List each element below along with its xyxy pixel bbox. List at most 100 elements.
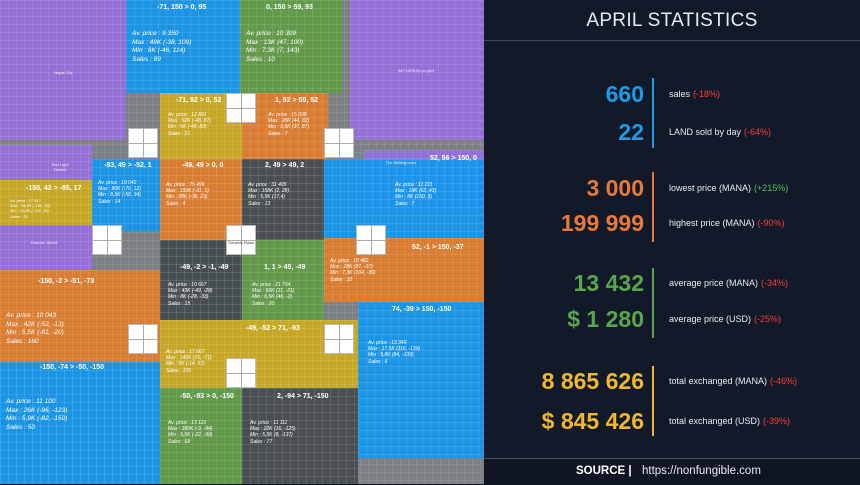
- zone-coord: 2, -94 > 71, -150: [277, 393, 329, 400]
- zone-avg-price: Av. price : 19 042: [98, 180, 137, 186]
- group-divider-green: [652, 268, 654, 338]
- stat-label: average price (USD) (-25%): [669, 314, 782, 324]
- stat-value: 199 999: [560, 210, 644, 236]
- district-label-redlight: Red Light District: [51, 162, 69, 172]
- zone-stats: Av. price : 15 008 Max : 28K (44, 82) Mi…: [268, 112, 309, 137]
- zone-sales: Sales : 13: [248, 200, 271, 207]
- zone-max-price: Max : 34,9K (-150, 39): [10, 203, 50, 209]
- zone-min-price: Min : 5,5K (-22, -99): [168, 432, 213, 439]
- zone-min-price: Min : 10,8K (-145, 29): [10, 208, 49, 214]
- zone-avg-price: Av. price : 12 891: [168, 112, 207, 118]
- zone-max-price: Max : 22K (16, -125): [250, 426, 296, 433]
- zone-sales: Sales : 10: [246, 55, 275, 63]
- stat-value: $ 845 426: [541, 408, 644, 434]
- zone-max-price: Max : 26K (-96, -123): [6, 406, 68, 414]
- zone-sales: Sales : 15: [168, 300, 191, 307]
- zone-sales: Sales : 14: [98, 198, 121, 205]
- district-label-fashion: Fashion Street: [30, 240, 57, 245]
- source-link[interactable]: https://nonfungible.com: [642, 465, 761, 477]
- stat-value: 3 000: [586, 175, 644, 201]
- zone-avg-price: Av. price : 11 211: [395, 182, 433, 188]
- zone-min-price: Min : 28K (-36, 23): [166, 194, 208, 201]
- zone-max-price: Max : 180K (-3, -94): [168, 426, 213, 433]
- stat-change: (-18%): [693, 89, 721, 99]
- zone-area-1: [240, 0, 342, 93]
- source-label: SOURCE |: [576, 465, 632, 477]
- zone-stats: Av. price : 10 043 Max : 42K (-52, -13) …: [6, 312, 64, 346]
- zone-stats: Av. price : 75 499 Max : 199K (-31, 1) M…: [166, 182, 209, 207]
- zone-coord: -150, -74 > -50, -150: [40, 364, 105, 371]
- zone-area-fashion: [0, 225, 92, 270]
- zone-avg-price: Av. price : 21 794: [252, 282, 291, 288]
- zone-avg-price: Av. price : 9 350: [132, 30, 179, 37]
- district-label-aetheria: AETHERIAN project: [397, 68, 434, 73]
- zone-stats: Av. price : 10 482 Max : 28K (87, -37) M…: [330, 258, 376, 283]
- zone-stats: Av. price : 10 667 Max : 43K (-49, -28) …: [168, 282, 212, 307]
- zone-avg-price: Av. price : 17 667: [166, 349, 205, 355]
- zone-area-7: [324, 159, 484, 238]
- zone-coord: -49, 49 > 0, 0: [182, 162, 224, 169]
- zone-avg-price: Av. price : 10 667: [168, 282, 207, 288]
- zone-stats: Av. price : 11 211 Max : 18K (62, 43) Mi…: [395, 182, 436, 207]
- zone-area-9: [324, 238, 484, 302]
- zone-area-vegas: [0, 0, 126, 140]
- zone-stats: Av. price : 31 405 Max : 158K (2, 28) Mi…: [248, 182, 289, 207]
- zone-coord: -71, 92 > 0, 52: [176, 97, 222, 104]
- zone-sales: Sales : 21: [168, 130, 191, 137]
- stat-row-land-per-day: 22 LAND sold by day (-64%): [484, 115, 860, 149]
- stat-label: average price (MANA) (-34%): [669, 278, 789, 288]
- zone-avg-price: Av. price : 75 499: [166, 182, 205, 188]
- plaza-north: [226, 93, 256, 123]
- zone-area-11: [242, 240, 324, 320]
- zone-max-price: Max : 145K (15, -71): [166, 355, 212, 362]
- zone-min-price: Min : 8,5K (-58, 34): [98, 192, 141, 199]
- stat-value: 22: [618, 119, 644, 145]
- land-map: Vegas City AETHERIAN project Red Light D…: [0, 0, 484, 484]
- zone-avg-price: Av. price : 10 309: [246, 30, 296, 37]
- stat-value: 13 432: [573, 270, 644, 296]
- zone-area-12: [0, 270, 160, 362]
- zone-min-price: Min : 6,6K (37, 87): [268, 124, 310, 131]
- stat-label: sales (-18%): [669, 89, 721, 99]
- zone-coord: -83, 49 > -52, 1: [104, 162, 152, 169]
- zone-sales: Sales : 6: [368, 358, 388, 365]
- zone-min-price: Min : 6,5K (46, -2): [252, 294, 293, 301]
- zone-coord: 1, 92 > 59, 52: [275, 97, 319, 104]
- zone-max-price: Max : 17,5K (116, -139): [368, 346, 421, 353]
- zone-max-price: Max : 28K (87, -37): [330, 264, 373, 271]
- zone-sales: Sales : 100: [166, 367, 192, 374]
- zone-stats: Av. price : 21 794 Max : 66K (11, -21) M…: [252, 282, 294, 307]
- plaza-southwest: [128, 324, 158, 354]
- zone-sales: Sales : 160: [6, 337, 39, 345]
- title-bar: APRIL STATISTICS: [484, 0, 860, 41]
- plaza-genesis: [226, 225, 256, 255]
- zone-min-price: Min : 6K (-46, 114): [132, 47, 186, 55]
- stat-change: (-46%): [770, 376, 798, 386]
- zone-max-price: Max : 80K (-70, 12): [98, 186, 141, 193]
- footer: SOURCE | https://nonfungible.com: [484, 458, 860, 485]
- zone-sales: Sales : 32: [330, 276, 353, 283]
- zone-coord: -150, -2 > -51, -73: [38, 278, 95, 285]
- zone-min-price: Min : 8K (150, 3): [395, 194, 432, 201]
- zone-coord: 74, -39 > 150, -150: [392, 306, 452, 313]
- stats-panel: APRIL STATISTICS 660 sales (-18%) 22 LAND…: [484, 0, 860, 485]
- stat-change: (-34%): [761, 278, 789, 288]
- zone-min-price: Min : 5,5K (-81, -20): [6, 329, 64, 337]
- stat-value: 8 865 626: [541, 368, 644, 394]
- stat-change: (-25%): [754, 314, 782, 324]
- zone-max-price: Max : 66K (11, -21): [252, 288, 295, 295]
- zone-sales: Sales : 7: [268, 130, 288, 137]
- zone-coord: -150, 42 > -95, 17: [26, 185, 82, 192]
- zone-min-price: Min : 5,5K (17,4): [248, 194, 285, 201]
- zone-max-price: Max : 49K (-38, 109): [132, 38, 192, 46]
- stat-change: (+215%): [754, 183, 789, 193]
- zone-max-price: Max : 199K (-31, 1): [166, 188, 209, 195]
- stat-value: $ 1 280: [567, 306, 644, 332]
- zone-min-price: Min : 5,9K (-82, -150): [6, 415, 68, 423]
- zone-stats: Av. price : 13 349 Max : 17,5K (116, -13…: [368, 340, 420, 365]
- zone-avg-price: Av. price : 11 100: [6, 398, 56, 405]
- zone-min-price: Min : 7,3K (104, -30): [330, 270, 376, 277]
- plaza-east: [356, 225, 386, 255]
- zone-min-price: Min : 5,5K (8, -137): [250, 432, 293, 439]
- zone-max-price: Max : 42K (-52, -13): [6, 320, 64, 328]
